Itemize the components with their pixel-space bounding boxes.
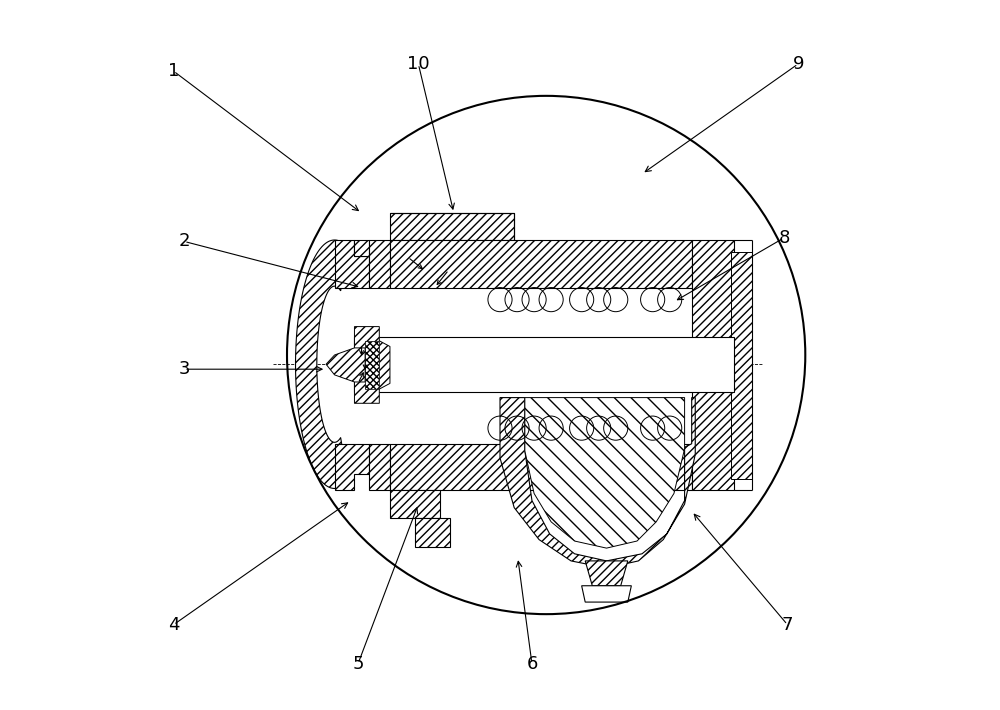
Polygon shape [390, 444, 692, 490]
Polygon shape [354, 337, 734, 392]
Text: 10: 10 [407, 55, 430, 73]
Text: 8: 8 [778, 229, 790, 247]
Polygon shape [692, 240, 734, 490]
Text: 1: 1 [168, 62, 179, 80]
Text: 5: 5 [352, 655, 364, 673]
Text: 7: 7 [782, 616, 793, 634]
Polygon shape [390, 240, 692, 288]
Text: 3: 3 [178, 360, 190, 378]
Polygon shape [390, 490, 440, 518]
Polygon shape [415, 518, 450, 547]
Text: 2: 2 [178, 232, 190, 251]
Polygon shape [369, 240, 390, 288]
Polygon shape [525, 398, 685, 548]
Polygon shape [582, 586, 631, 602]
Polygon shape [365, 341, 379, 389]
Polygon shape [585, 561, 628, 586]
Polygon shape [369, 444, 390, 490]
Polygon shape [500, 398, 695, 568]
Text: 4: 4 [168, 616, 179, 634]
Polygon shape [390, 213, 514, 240]
Polygon shape [354, 327, 390, 403]
Polygon shape [335, 240, 369, 288]
Polygon shape [296, 240, 348, 488]
Polygon shape [335, 444, 369, 490]
Polygon shape [326, 348, 365, 382]
Polygon shape [731, 252, 752, 479]
Polygon shape [354, 240, 369, 256]
Text: 6: 6 [526, 655, 538, 673]
Text: 9: 9 [792, 55, 804, 73]
